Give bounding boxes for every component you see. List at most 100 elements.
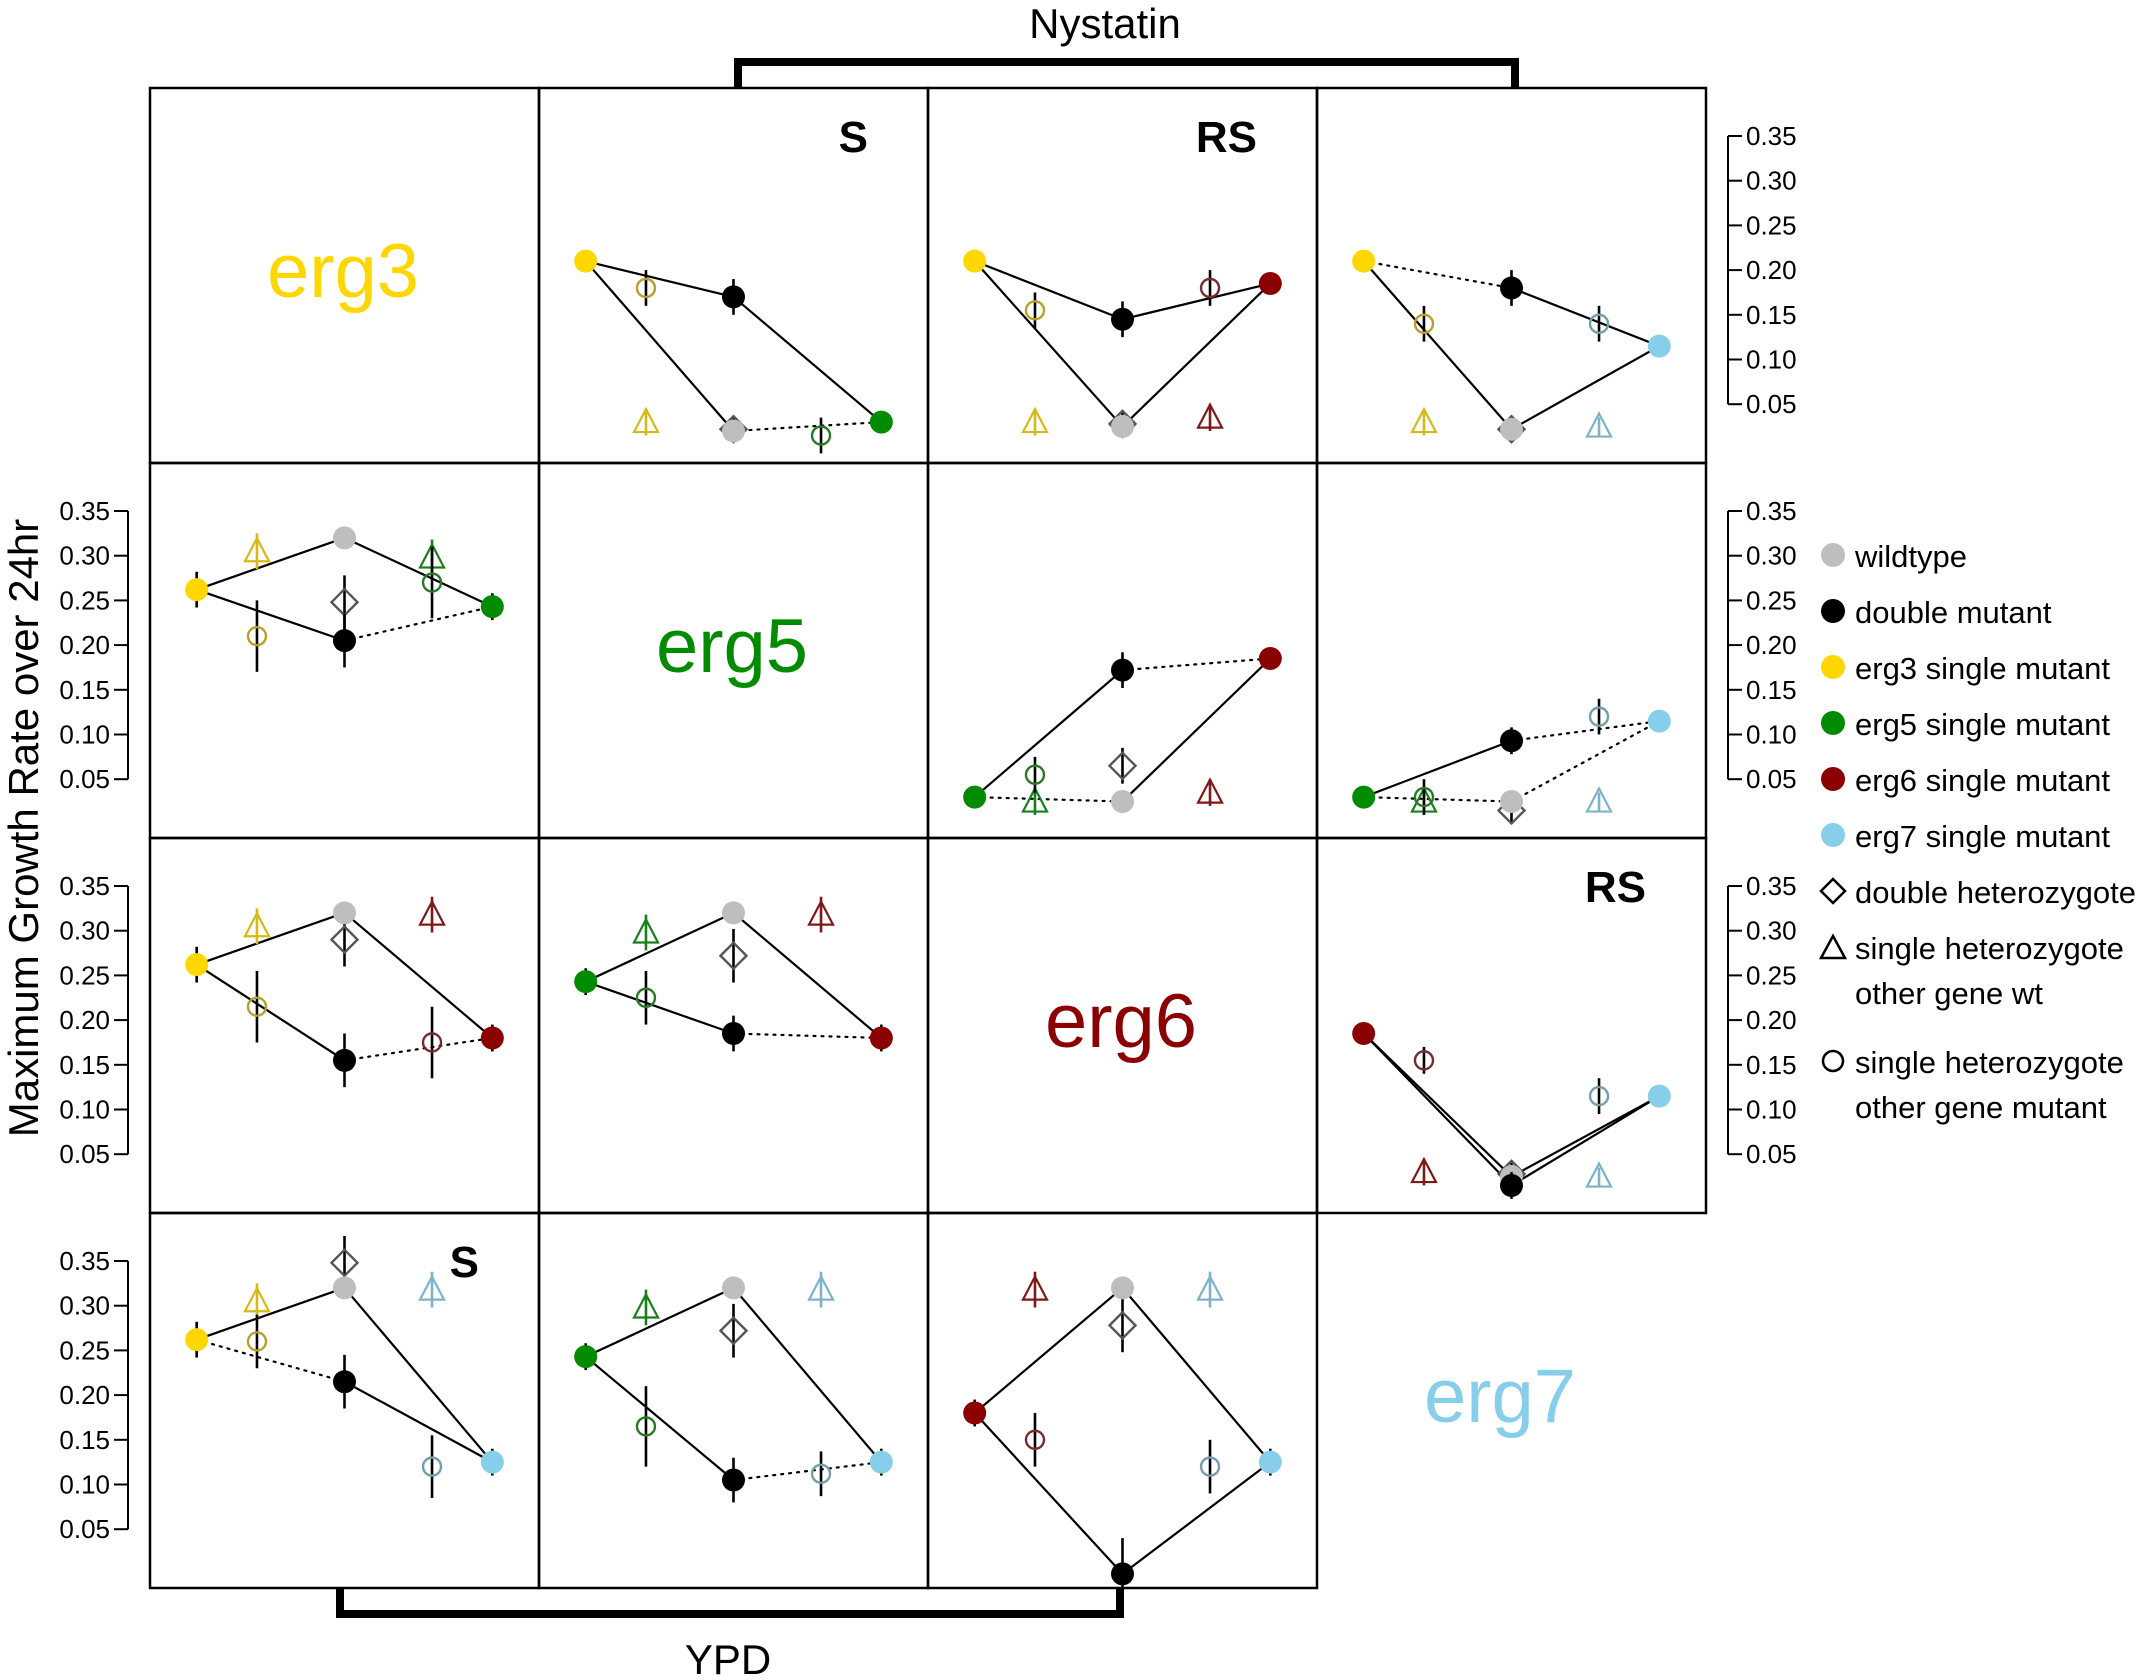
y-tick-label: 0.15: [59, 1425, 110, 1455]
line-single-a-to-wildtype: [1362, 795, 1513, 803]
single-het-mutant-marker-a: [1024, 300, 1046, 321]
single-mutant-b-point: [1647, 334, 1671, 358]
legend-label-single-het-wt: single heterozygote: [1855, 931, 2124, 966]
legend-marker-erg3: [1821, 655, 1845, 679]
y-tick-label: 0.30: [1746, 541, 1797, 571]
y-tick-label: 0.05: [1746, 764, 1797, 794]
line-double-to-single-b: [732, 1032, 883, 1040]
line-wildtype-to-single-b: [343, 536, 494, 608]
line-single-a-to-double: [195, 1338, 346, 1383]
y-tick-label: 0.25: [1746, 585, 1797, 615]
gene-label-erg5: erg5: [656, 604, 808, 689]
line-single-a-to-double: [584, 980, 735, 1035]
y-tick-label: 0.05: [59, 1139, 110, 1169]
wildtype-point: [1500, 417, 1523, 441]
single-mutant-a-point: [1352, 249, 1376, 273]
line-wildtype-to-single-b: [1510, 344, 1661, 431]
double-mutant-point: [1111, 1562, 1134, 1586]
y-tick-label: 0.30: [1746, 916, 1797, 946]
single-het-mutant-marker-a: [1413, 1050, 1435, 1071]
single-het-mutant-marker-b: [810, 425, 832, 446]
line-double-to-single-b: [1121, 657, 1272, 672]
single-het-wt-marker-b: [1585, 1161, 1613, 1188]
single-het-mutant-marker-a: [635, 987, 657, 1008]
double-mutant-point: [333, 1370, 356, 1394]
line-double-to-single-b: [343, 605, 494, 642]
legend-marker-erg6: [1821, 767, 1845, 791]
single-het-wt-marker-b: [1585, 411, 1613, 438]
gene-label-erg7: erg7: [1424, 1354, 1576, 1439]
line-single-a-to-double: [1362, 260, 1513, 290]
panel-frame-r3-c2: [926, 1211, 1319, 1590]
double-mutant-point: [1111, 658, 1134, 682]
line-single-a-to-double: [1362, 739, 1513, 799]
single-mutant-a-point: [185, 1328, 209, 1352]
line-single-a-to-wildtype: [195, 1286, 346, 1341]
double-het-marker: [1107, 751, 1138, 781]
double-mutant-point: [722, 1468, 745, 1492]
legend-marker-double-heterozygote: [1819, 877, 1847, 905]
single-mutant-a-point: [1352, 785, 1376, 809]
single-het-mutant-marker-a: [1024, 1429, 1046, 1451]
line-double-to-single-b: [732, 1461, 883, 1482]
legend: wildtype double mutant erg3 single mutan…: [1818, 539, 2136, 1125]
y-tick-label: 0.10: [1746, 1095, 1797, 1125]
single-mutant-b-point: [1258, 272, 1282, 296]
y-tick-label: 0.15: [1746, 300, 1797, 330]
single-mutant-b-point: [1647, 1084, 1671, 1108]
legend-label-erg6: erg6 single mutant: [1855, 763, 2110, 798]
y-tick-label: 0.35: [1746, 496, 1797, 526]
ypd-bracket: YPD: [336, 1588, 1124, 1680]
y-tick-label: 0.25: [1746, 210, 1797, 240]
legend-label-erg3: erg3 single mutant: [1855, 651, 2110, 686]
legend-marker-single-het-mutant: [1821, 1049, 1845, 1073]
legend-label-erg5: erg5 single mutant: [1855, 707, 2110, 742]
single-het-mutant-marker-b: [1588, 313, 1610, 334]
y-tick-label: 0.05: [59, 1514, 110, 1544]
single-het-mutant-marker-a: [635, 1416, 657, 1437]
single-mutant-a-point: [963, 249, 987, 273]
single-mutant-a-point: [1352, 1022, 1376, 1046]
single-het-mutant-marker-b: [1588, 1085, 1610, 1107]
nystatin-label: Nystatin: [1029, 0, 1181, 47]
single-mutant-b-point: [1258, 1450, 1282, 1474]
line-wildtype-to-single-b: [1510, 1094, 1661, 1178]
single-het-mutant-marker-b: [1199, 277, 1221, 299]
wildtype-point: [722, 419, 745, 443]
single-het-mutant-marker-b: [1588, 706, 1610, 727]
line-wildtype-to-single-b: [1121, 282, 1272, 428]
y-tick-label: 0.30: [59, 916, 110, 946]
y-tick-label: 0.20: [59, 630, 110, 660]
line-double-to-single-b: [343, 1036, 494, 1062]
legend-marker-erg5: [1821, 711, 1845, 735]
y-tick-label: 0.20: [1746, 630, 1797, 660]
wildtype-point: [722, 1276, 745, 1300]
y-tick-label: 0.25: [59, 585, 110, 615]
y-tick-label: 0.35: [59, 871, 110, 901]
double-mutant-point: [333, 1048, 356, 1072]
y-tick-label: 0.30: [59, 541, 110, 571]
double-mutant-point: [722, 285, 745, 309]
nystatin-bracket: Nystatin: [734, 0, 1519, 88]
double-mutant-point: [1111, 307, 1134, 331]
wildtype-point: [333, 1276, 356, 1300]
gene-label-erg6: erg6: [1045, 979, 1197, 1064]
panel-annotation: S: [450, 1238, 479, 1287]
single-mutant-a-point: [574, 970, 598, 994]
y-tick-label: 0.10: [59, 720, 110, 750]
y-tick-label: 0.15: [1746, 675, 1797, 705]
line-single-a-to-wildtype: [1362, 1032, 1513, 1178]
y-axis-label: Maximum Growth Rate over 24hr: [0, 519, 47, 1138]
panel-frame-r2-c0: [148, 836, 541, 1215]
double-mutant-point: [1500, 729, 1523, 753]
line-single-a-to-double: [973, 669, 1124, 799]
gene-label-erg3: erg3: [267, 229, 419, 314]
single-het-mutant-marker-a: [635, 277, 657, 299]
single-het-mutant-marker-a: [1413, 313, 1435, 334]
y-tick-label: 0.35: [59, 1246, 110, 1276]
wildtype-point: [1500, 790, 1523, 814]
single-mutant-a-point: [185, 578, 209, 602]
line-single-a-to-wildtype: [973, 1286, 1124, 1415]
y-tick-label: 0.25: [1746, 960, 1797, 990]
